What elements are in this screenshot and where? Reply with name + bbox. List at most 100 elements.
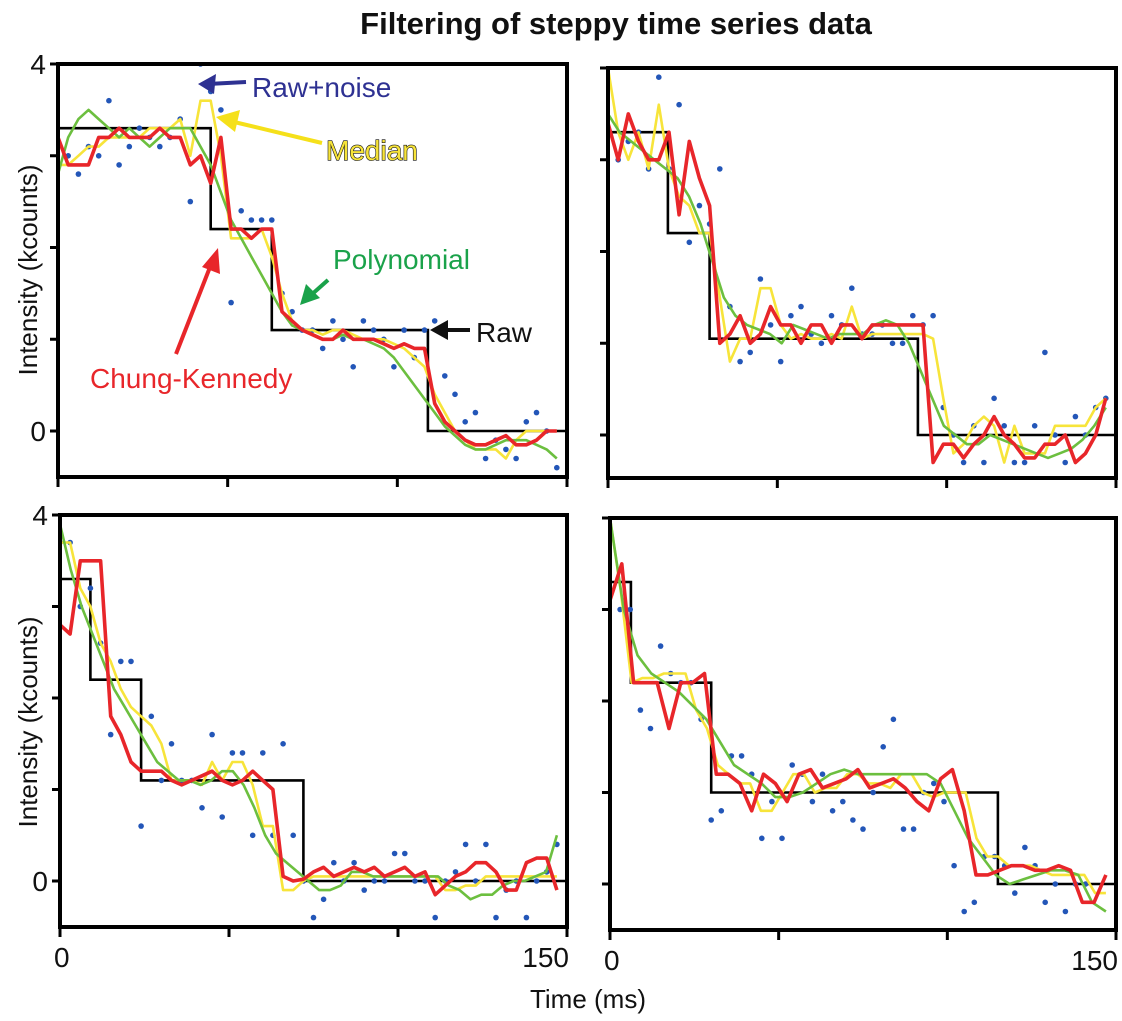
noise-point (696, 202, 703, 209)
noise-point (657, 643, 664, 649)
noise-point (971, 899, 978, 906)
median-arrow-icon (229, 119, 323, 145)
y-tick-label: 0 (30, 416, 46, 447)
noise-point (1022, 844, 1028, 851)
plot-area (608, 68, 1116, 466)
series-raw-line (60, 577, 567, 883)
noise-point (361, 887, 368, 893)
panel-frame (606, 66, 1118, 480)
annotation-raw-noise: Raw+noise (198, 72, 391, 103)
noise-point (757, 276, 764, 282)
noise-point (290, 832, 297, 839)
noise-point (401, 327, 407, 333)
noise-point (533, 878, 540, 884)
y-axis-label-top: Intensity (kcounts) (13, 165, 43, 376)
noise-point (718, 808, 725, 814)
noise-point (708, 817, 714, 823)
noise-point (686, 239, 693, 246)
noise-point (148, 713, 155, 720)
panel-top-left: 04 (30, 49, 569, 487)
noise-point (899, 340, 906, 347)
noise-point (676, 101, 682, 108)
noise-point (107, 731, 114, 738)
chung-kennedy-arrowhead-icon (202, 248, 220, 274)
noise-point (941, 798, 947, 805)
panel-bottom-left: 0 4 0 150 (32, 500, 569, 973)
noise-point (870, 789, 876, 796)
noise-point (319, 345, 326, 352)
noise-point (1062, 908, 1069, 915)
noise-point (421, 327, 428, 333)
noise-point (777, 358, 784, 365)
panel-frame (56, 62, 569, 479)
y-tick-label: 0 (32, 866, 48, 897)
noise-point (289, 308, 295, 315)
noise-point (483, 841, 489, 848)
series-median-line (608, 68, 1107, 464)
noise-point (371, 878, 378, 884)
noise-point (981, 459, 987, 466)
noise-point (523, 419, 530, 425)
chart-title: Filtering of steppy time series data (360, 6, 872, 41)
noise-point (258, 217, 265, 223)
noise-point (759, 835, 765, 842)
noise-point (493, 914, 499, 921)
noise-point (1011, 459, 1018, 466)
noise-point (391, 364, 397, 370)
annotation-median-label: Median (326, 135, 418, 166)
noise-point (737, 358, 743, 365)
x-tick-label: 0 (604, 945, 620, 976)
noise-point (238, 208, 244, 214)
noise-point (880, 744, 886, 750)
noise-point (840, 798, 846, 805)
panel-frame (58, 513, 569, 929)
median-arrowhead-icon (216, 110, 240, 132)
annotation-raw-noise-label: Raw+noise (252, 72, 391, 103)
noise-point (637, 707, 644, 713)
noise-point (627, 606, 633, 613)
noise-point (472, 878, 479, 884)
noise-point (462, 841, 469, 848)
noise-point (248, 217, 255, 223)
noise-point (818, 340, 825, 347)
series-median-line (60, 541, 557, 892)
annotations: Raw+noise Median Polynomial Raw Chung-Ke… (90, 72, 533, 394)
noise-point (960, 459, 967, 466)
noise-point (138, 823, 144, 829)
noise-point (209, 731, 215, 738)
y-axis-label-bottom: Intensity (kcounts) (13, 617, 43, 828)
noise-point (890, 716, 897, 723)
noise-point (747, 349, 753, 356)
noise-point (391, 850, 398, 857)
noise-point (991, 395, 997, 402)
noise-point (370, 327, 377, 333)
noise-point (157, 143, 163, 150)
raw-arrowhead-icon (430, 320, 448, 340)
noise-point (402, 850, 408, 857)
x-axis-label: Time (ms) (530, 984, 646, 1014)
noise-point (118, 658, 124, 665)
panel-frame (608, 516, 1118, 932)
noise-point (229, 750, 236, 756)
noise-point (798, 303, 804, 310)
noise-point (647, 725, 654, 732)
noise-point (523, 914, 530, 921)
annotation-median: Median (216, 110, 418, 167)
polynomial-arrowhead-icon (300, 284, 320, 305)
annotation-polynomial-label: Polynomial (333, 244, 470, 275)
noise-point (961, 908, 967, 915)
noise-point (360, 318, 367, 324)
noise-point (351, 859, 357, 866)
raw-noise-arrowhead-icon (198, 74, 216, 94)
noise-point (1001, 423, 1007, 429)
noise-point (350, 364, 357, 370)
noise-point (158, 777, 165, 784)
noise-point (340, 336, 346, 343)
noise-point (442, 373, 448, 379)
noise-point (320, 896, 327, 903)
series-polynomial-line (58, 108, 558, 460)
noise-point (482, 455, 489, 462)
noise-point (249, 832, 256, 839)
noise-point (260, 750, 266, 756)
